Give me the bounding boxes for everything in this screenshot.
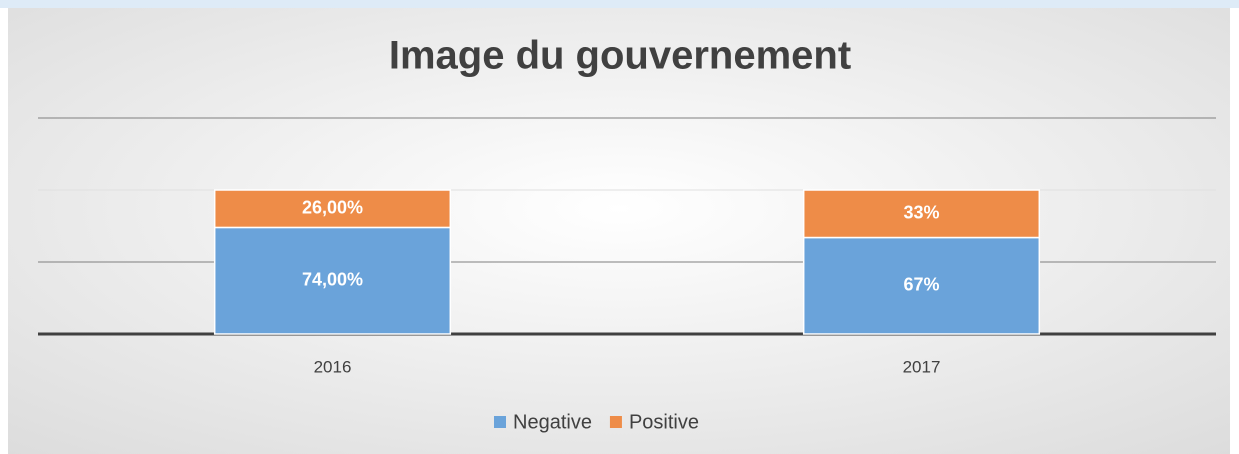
chart-title: Image du gouvernement (389, 34, 851, 78)
top-band (0, 0, 1239, 8)
data-label: 74,00% (302, 269, 363, 289)
bar-segment (802, 236, 1041, 335)
x-tick-label: 2016 (314, 357, 352, 376)
legend-swatch (494, 416, 506, 428)
bar-segment (213, 189, 452, 229)
legend-label: Negative (513, 411, 592, 433)
legend-swatch (609, 416, 622, 428)
legend-label: Positive (629, 411, 699, 433)
bar-segment (213, 226, 452, 335)
bar-segment (802, 189, 1041, 239)
data-label: 26,00% (302, 197, 363, 217)
x-tick-label: 2017 (903, 357, 941, 376)
data-label: 33% (903, 203, 939, 223)
data-label: 67% (903, 275, 939, 295)
